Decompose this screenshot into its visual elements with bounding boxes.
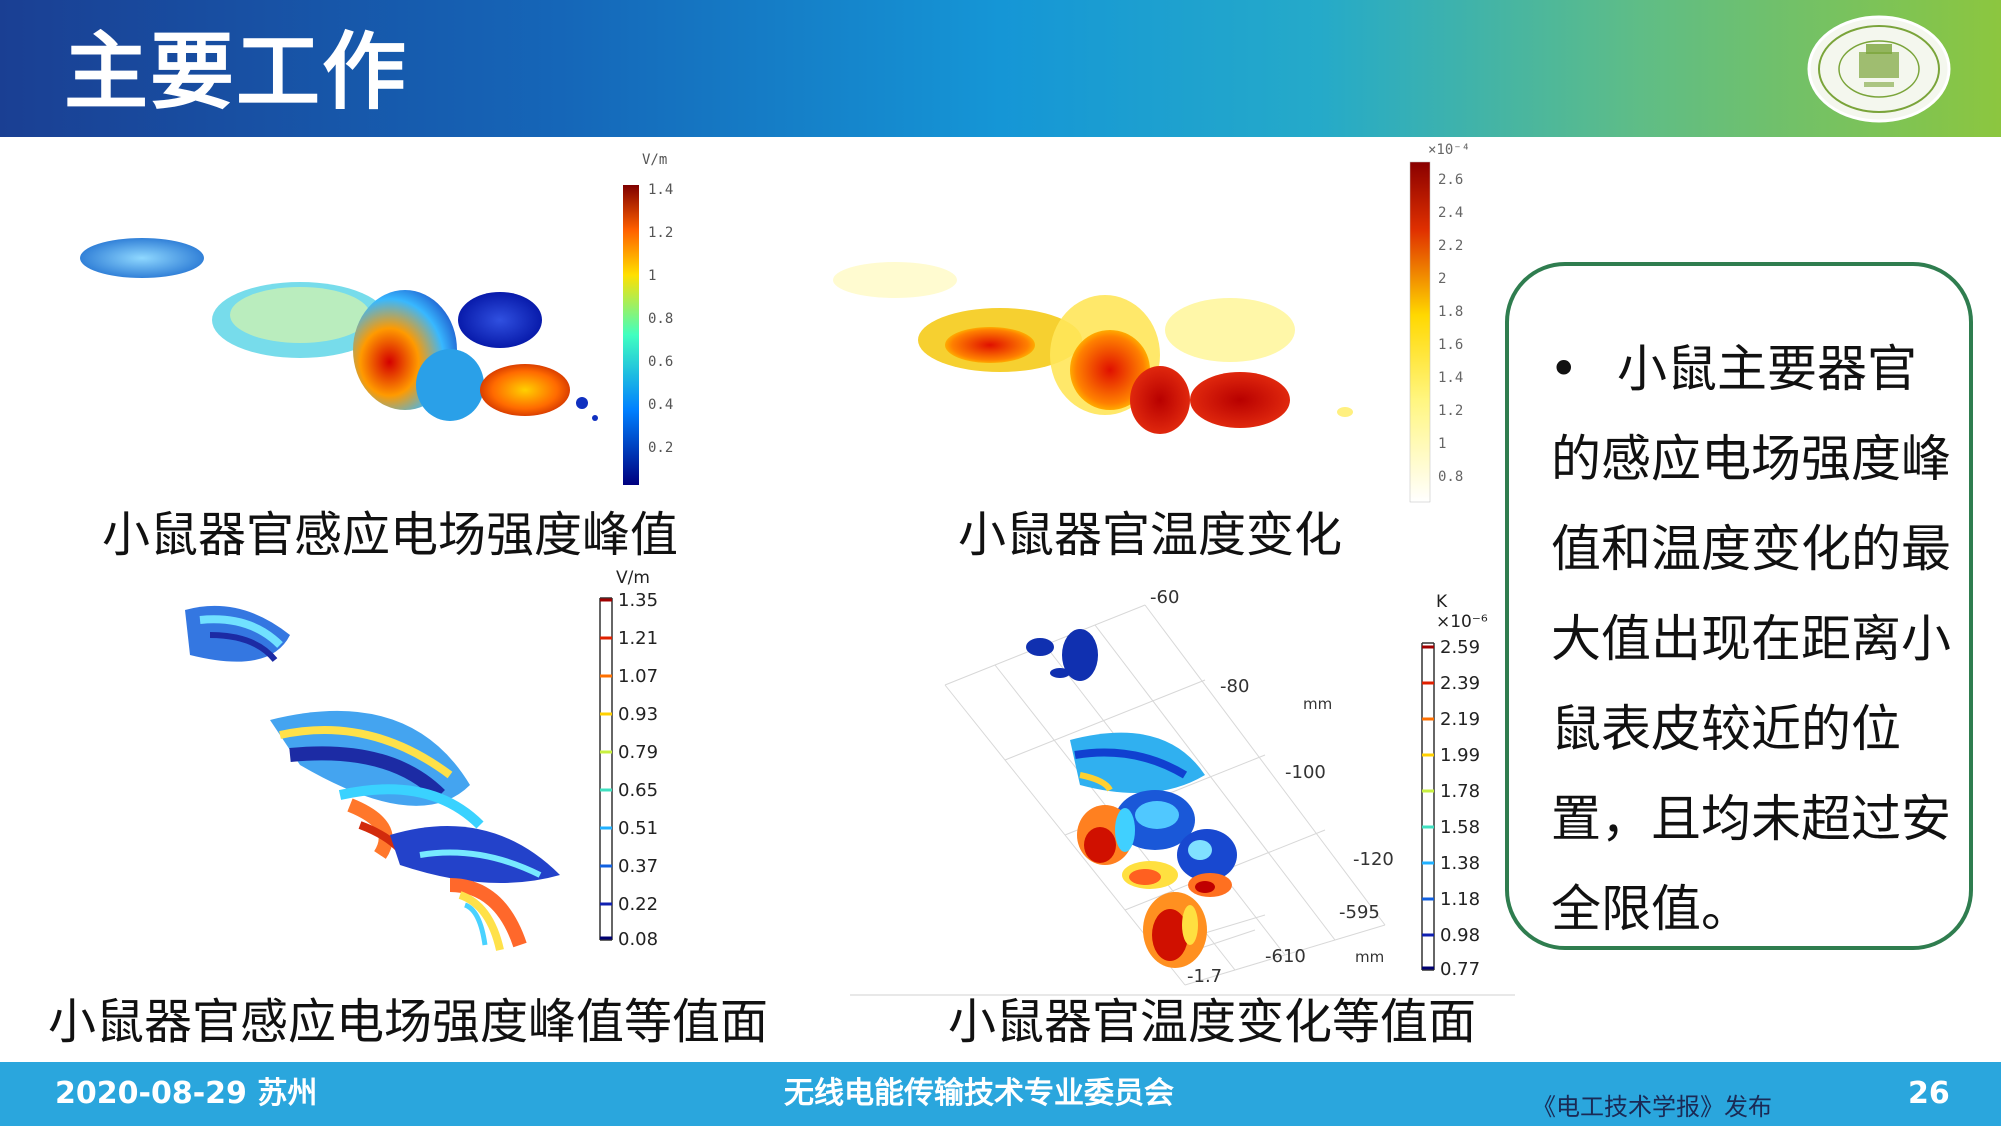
- footer-bar: 2020-08-29 苏州 无线电能传输技术专业委员会 《电工技术学报》发布 2…: [0, 1062, 2001, 1126]
- efield-peak-tick: 1.4: [648, 182, 673, 198]
- temperature-tick: 2: [1438, 271, 1446, 287]
- efield-iso-organs-plot: V/m 1.35 1.21 1.07 0.93 0.79 0.65 0.51 0…: [185, 568, 658, 951]
- temperature-iso-colorbar: [1421, 642, 1435, 971]
- efield-iso-tick: 1.35: [618, 590, 658, 611]
- efield-iso-caption: 小鼠器官感应电场强度峰值等值面: [48, 994, 769, 1050]
- temperature-tick: 1.2: [1438, 403, 1463, 419]
- temperature-iso-tick: 0.77: [1440, 959, 1480, 980]
- caption-divider: [850, 994, 1515, 996]
- efield-iso-tick: 0.22: [618, 894, 658, 915]
- temperature-panel: ×10⁻⁴ 2.6 2.4 2.2 2 1.8 1.6 1.4 1.2 1 0.…: [820, 140, 1520, 510]
- efield-peak-organs-plot: V/m 1.4 1.2 1 0.8 0.6 0.4 0.2: [80, 152, 673, 485]
- efield-peak-tick: 1: [648, 268, 656, 284]
- temperature-iso-tick: 1.78: [1440, 781, 1480, 802]
- footer-publisher: 《电工技术学报》发布: [1532, 1093, 1772, 1121]
- efield-iso-tick: 0.93: [618, 704, 658, 725]
- temperature-iso-unit: ×10⁻⁶: [1436, 612, 1488, 632]
- temperature-tick: 1.6: [1438, 337, 1463, 353]
- temperature-iso-tick: 1.18: [1440, 889, 1480, 910]
- temperature-iso-unit-top: K: [1436, 592, 1448, 612]
- temperature-iso-tick: 2.19: [1440, 709, 1480, 730]
- efield-iso-unit: V/m: [616, 568, 650, 588]
- summary-bullet: •: [1549, 340, 1579, 398]
- temperature-tick: 0.8: [1438, 469, 1463, 485]
- axis-label: -610: [1265, 946, 1306, 967]
- efield-iso-tick: 1.07: [618, 666, 658, 687]
- title-bar: 主要工作: [0, 0, 2001, 137]
- temperature-tick: 2.4: [1438, 205, 1463, 221]
- efield-peak-tick: 0.2: [648, 440, 673, 456]
- efield-peak-tick: 1.2: [648, 225, 673, 241]
- temperature-tick: 1.4: [1438, 370, 1463, 386]
- axis-label: mm: [1303, 695, 1332, 713]
- temperature-iso-tick: 1.99: [1440, 745, 1480, 766]
- efield-peak-tick: 0.6: [648, 354, 673, 370]
- axis-label: -80: [1220, 676, 1249, 697]
- efield-iso-panel: V/m 1.35 1.21 1.07 0.93 0.79 0.65 0.51 0…: [160, 565, 700, 965]
- temperature-caption: 小鼠器官温度变化: [958, 507, 1343, 563]
- efield-peak-tick: 0.4: [648, 397, 673, 413]
- axis-label: -1.7: [1187, 966, 1222, 987]
- temperature-iso-axis-labels: -60 -80 mm -100 -120 -595 -610 mm -1.7: [1150, 587, 1394, 987]
- temperature-iso-caption: 小鼠器官温度变化等值面: [948, 994, 1477, 1050]
- temperature-unit: ×10⁻⁴: [1428, 142, 1470, 158]
- axis-label: mm: [1355, 948, 1384, 966]
- axis-label: -100: [1285, 762, 1326, 783]
- efield-iso-tick: 1.21: [618, 628, 658, 649]
- summary-box: • 小鼠主要器官的感应电场强度峰值和温度变化的最大值出现在距离小鼠表皮较近的位置…: [1505, 262, 1973, 950]
- footer-committee: 无线电能传输技术专业委员会: [784, 1076, 1174, 1111]
- temperature-tick: 2.6: [1438, 172, 1463, 188]
- temperature-organs-plot: ×10⁻⁴ 2.6 2.4 2.2 2 1.8 1.6 1.4 1.2 1 0.…: [833, 142, 1470, 503]
- efield-iso-tick: 0.79: [618, 742, 658, 763]
- temperature-tick: 1.8: [1438, 304, 1463, 320]
- temperature-tick: 1: [1438, 436, 1446, 452]
- efield-iso-colorbar: [599, 597, 613, 941]
- university-seal-logo: [1807, 15, 1951, 123]
- axis-label: -595: [1339, 902, 1380, 923]
- efield-peak-panel: V/m 1.4 1.2 1 0.8 0.6 0.4 0.2: [70, 140, 690, 500]
- footer-date-place: 2020-08-29 苏州: [55, 1076, 318, 1111]
- temperature-iso-tick: 1.58: [1440, 817, 1480, 838]
- efield-iso-tick: 0.65: [618, 780, 658, 801]
- efield-iso-tick: 0.51: [618, 818, 658, 839]
- summary-text: 小鼠主要器官的感应电场强度峰值和温度变化的最大值出现在距离小鼠表皮较近的位置，且…: [1551, 340, 1951, 938]
- efield-peak-unit: V/m: [642, 152, 667, 168]
- temperature-iso-tick: 2.59: [1440, 637, 1480, 658]
- axis-label: -60: [1150, 587, 1179, 608]
- efield-peak-tick: 0.8: [648, 311, 673, 327]
- efield-iso-tick: 0.08: [618, 929, 658, 950]
- temperature-iso-tick: 2.39: [1440, 673, 1480, 694]
- temperature-tick: 2.2: [1438, 238, 1463, 254]
- temperature-iso-tick: 0.98: [1440, 925, 1480, 946]
- efield-peak-caption: 小鼠器官感应电场强度峰值: [102, 507, 679, 563]
- temperature-iso-organs-plot: -60 -80 mm -100 -120 -595 -610 mm -1.7: [944, 587, 1488, 987]
- efield-iso-tick: 0.37: [618, 856, 658, 877]
- temperature-iso-tick: 1.38: [1440, 853, 1480, 874]
- temperature-iso-panel: -60 -80 mm -100 -120 -595 -610 mm -1.7: [935, 585, 1515, 995]
- page-number: 26: [1908, 1076, 1950, 1111]
- axis-label: -120: [1353, 849, 1394, 870]
- slide-title: 主要工作: [64, 23, 409, 121]
